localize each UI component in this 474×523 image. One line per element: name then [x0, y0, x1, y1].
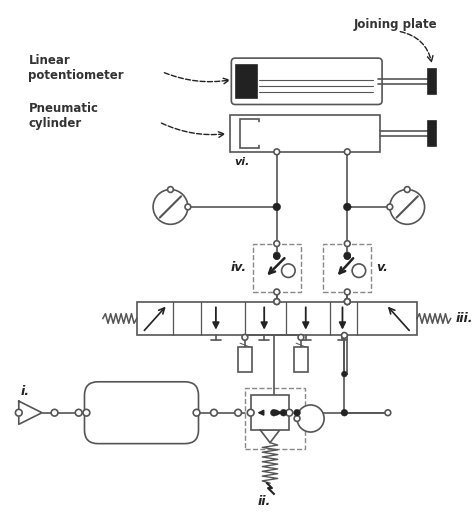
Circle shape — [274, 252, 280, 258]
FancyBboxPatch shape — [231, 58, 382, 105]
Circle shape — [352, 264, 365, 277]
Bar — [245, 388, 305, 449]
Bar — [137, 302, 417, 335]
Text: Pneumatic
cylinder: Pneumatic cylinder — [28, 102, 99, 130]
Polygon shape — [260, 430, 280, 442]
Circle shape — [390, 189, 425, 224]
Circle shape — [242, 334, 248, 340]
Text: Linear
potentiometer: Linear potentiometer — [28, 54, 124, 82]
Text: ii.: ii. — [257, 495, 271, 507]
Circle shape — [345, 241, 350, 246]
Bar — [428, 121, 436, 146]
Bar — [236, 65, 257, 98]
Circle shape — [168, 187, 173, 192]
Circle shape — [247, 410, 254, 416]
Circle shape — [294, 410, 301, 416]
FancyArrowPatch shape — [400, 31, 433, 62]
Circle shape — [280, 410, 287, 416]
Circle shape — [193, 410, 200, 416]
Circle shape — [274, 299, 280, 304]
Circle shape — [273, 253, 280, 259]
Polygon shape — [19, 401, 42, 424]
Text: i.: i. — [21, 385, 30, 399]
Circle shape — [274, 289, 280, 295]
Circle shape — [273, 203, 281, 211]
Bar — [230, 115, 380, 152]
Circle shape — [185, 204, 191, 210]
Bar — [247, 123, 261, 144]
Circle shape — [235, 410, 241, 416]
Circle shape — [345, 252, 350, 258]
Text: iii.: iii. — [456, 312, 473, 325]
Circle shape — [286, 410, 293, 416]
Circle shape — [298, 334, 304, 340]
Circle shape — [297, 405, 324, 432]
Text: Joining plate: Joining plate — [354, 18, 438, 31]
Bar — [323, 244, 372, 292]
FancyArrowPatch shape — [161, 123, 224, 138]
Circle shape — [271, 410, 277, 416]
Circle shape — [344, 203, 351, 211]
Circle shape — [83, 410, 90, 416]
Circle shape — [341, 410, 348, 416]
Bar — [428, 69, 436, 94]
Circle shape — [51, 410, 58, 416]
Bar — [240, 119, 259, 148]
Circle shape — [345, 149, 350, 155]
Text: v.: v. — [376, 262, 388, 274]
Circle shape — [274, 299, 280, 304]
Circle shape — [341, 371, 347, 377]
Bar — [253, 244, 301, 292]
Circle shape — [210, 410, 218, 416]
Circle shape — [345, 299, 350, 304]
FancyBboxPatch shape — [84, 382, 199, 444]
FancyArrowPatch shape — [164, 73, 229, 84]
Circle shape — [344, 253, 351, 259]
Circle shape — [75, 410, 82, 416]
Circle shape — [345, 289, 350, 295]
Bar — [238, 347, 252, 372]
Circle shape — [153, 189, 188, 224]
Circle shape — [387, 204, 392, 210]
Circle shape — [15, 410, 22, 416]
Circle shape — [273, 253, 280, 259]
Circle shape — [385, 410, 391, 416]
Bar — [251, 395, 289, 430]
Circle shape — [345, 299, 350, 304]
Circle shape — [341, 333, 347, 338]
Text: iv.: iv. — [230, 262, 246, 274]
Circle shape — [274, 149, 280, 155]
Bar — [294, 347, 308, 372]
Text: vi.: vi. — [234, 157, 250, 167]
Circle shape — [404, 187, 410, 192]
Circle shape — [294, 416, 300, 422]
Circle shape — [274, 241, 280, 246]
Circle shape — [282, 264, 295, 277]
Circle shape — [345, 299, 350, 304]
Circle shape — [344, 253, 351, 259]
